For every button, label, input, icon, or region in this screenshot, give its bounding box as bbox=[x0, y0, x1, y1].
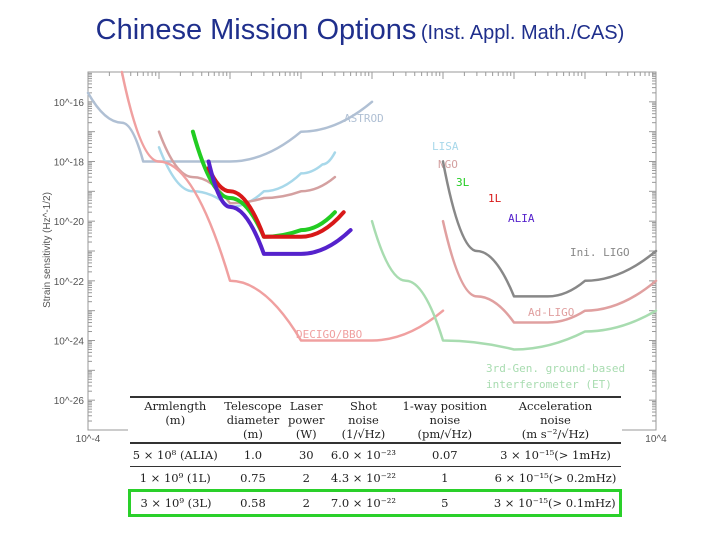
series-line-ini-ligo bbox=[441, 160, 658, 298]
cell-laser-power: 2 bbox=[284, 489, 328, 517]
cell-telescope: 0.75 bbox=[221, 466, 285, 491]
header-armlength: Armlength (m) bbox=[129, 396, 222, 444]
cell-position-noise: 5 bbox=[399, 489, 491, 517]
series-label: 3rd-Gen. ground-based interferometer (ET) bbox=[486, 362, 625, 391]
cell-laser-power: 30 bbox=[284, 442, 328, 467]
cell-armlength: 3 × 10⁹ (3L) bbox=[128, 489, 222, 517]
table-row: 1 × 10⁹ (1L) 0.75 2 4.3 × 10⁻²² 1 6 × 10… bbox=[129, 466, 621, 491]
y-tick-label: 10^-18 bbox=[54, 158, 85, 169]
series-label: ALIA bbox=[508, 212, 535, 225]
x-tick-label: 10^-4 bbox=[76, 434, 101, 445]
cell-laser-power: 2 bbox=[284, 466, 328, 491]
y-tick-label: 10^-20 bbox=[54, 217, 85, 228]
table-header-row: Armlength (m) Telescope diameter (m) Laser p… bbox=[129, 396, 621, 444]
y-tick-label: 10^-24 bbox=[54, 337, 85, 348]
header-acceleration-noise: Acceleration noise (m s⁻²/√Hz) bbox=[490, 396, 621, 444]
series-label: Ini. LIGO bbox=[570, 246, 630, 259]
series-line-ad-ligo bbox=[441, 219, 658, 324]
table-row: 5 × 10⁸ (ALIA) 1.0 30 6.0 × 10⁻²³ 0.07 3… bbox=[129, 442, 621, 467]
series-label: DECIGO/BBO bbox=[296, 328, 362, 341]
header-laser-power: Laser power (W) bbox=[284, 396, 328, 444]
cell-armlength: 1 × 10⁹ (1L) bbox=[129, 466, 222, 491]
series-line-decigo-bbo bbox=[120, 70, 445, 342]
series-line-3rd-gen-ground-based-interferometer-et- bbox=[370, 219, 658, 351]
y-tick-label: 10^-26 bbox=[54, 396, 85, 407]
series-line-lisa bbox=[157, 146, 337, 209]
plot-frame bbox=[87, 71, 657, 431]
cell-position-noise: 1 bbox=[399, 466, 491, 491]
header-shot-noise: Shot noise (1/√Hz) bbox=[327, 396, 400, 444]
series-line-alia bbox=[206, 159, 353, 256]
cell-acceleration-noise: 6 × 10⁻¹⁵(> 0.2mHz) bbox=[490, 466, 621, 491]
cell-shot-noise: 6.0 × 10⁻²³ bbox=[327, 442, 400, 467]
cell-position-noise: 0.07 bbox=[399, 442, 491, 467]
series-label: NGO bbox=[438, 158, 458, 171]
series-label: 3L bbox=[456, 176, 470, 189]
cell-shot-noise: 4.3 × 10⁻²² bbox=[327, 466, 400, 491]
series-label: 1L bbox=[488, 192, 502, 205]
header-telescope: Telescope diameter (m) bbox=[221, 396, 285, 444]
header-position-noise: 1-way position noise (pm/√Hz) bbox=[399, 396, 491, 444]
series-label: LISA bbox=[432, 140, 459, 153]
y-tick-label: 10^-16 bbox=[54, 98, 85, 109]
cell-armlength: 5 × 10⁸ (ALIA) bbox=[129, 442, 222, 467]
cell-telescope: 0.58 bbox=[221, 489, 285, 517]
mission-parameter-table: Armlength (m) Telescope diameter (m) Laser p… bbox=[128, 396, 623, 517]
cell-acceleration-noise: 3 × 10⁻¹⁵(> 0.1mHz) bbox=[490, 489, 623, 517]
series-label: Ad-LIGO bbox=[528, 306, 574, 319]
title-subtitle: (Inst. Appl. Math./CAS) bbox=[420, 22, 625, 44]
y-tick-label: 10^-22 bbox=[54, 277, 85, 288]
cell-acceleration-noise: 3 × 10⁻¹⁵(> 1mHz) bbox=[490, 442, 621, 467]
table-row-highlighted: 3 × 10⁹ (3L) 0.58 2 7.0 × 10⁻²² 5 3 × 10… bbox=[128, 489, 623, 517]
cell-telescope: 1.0 bbox=[221, 442, 285, 467]
y-axis-label: Strain sensitivity (Hz^-1/2) bbox=[42, 192, 53, 308]
series-line-1l bbox=[206, 166, 346, 239]
title-main: Chinese Mission Options bbox=[95, 14, 417, 46]
series-label: ASTROD bbox=[344, 112, 384, 125]
x-tick-label: 10^4 bbox=[645, 434, 667, 445]
slide-title: Chinese Mission Options (Inst. Appl. Mat… bbox=[0, 14, 720, 47]
series-line-astrod bbox=[86, 91, 374, 163]
cell-shot-noise: 7.0 × 10⁻²² bbox=[327, 489, 400, 517]
